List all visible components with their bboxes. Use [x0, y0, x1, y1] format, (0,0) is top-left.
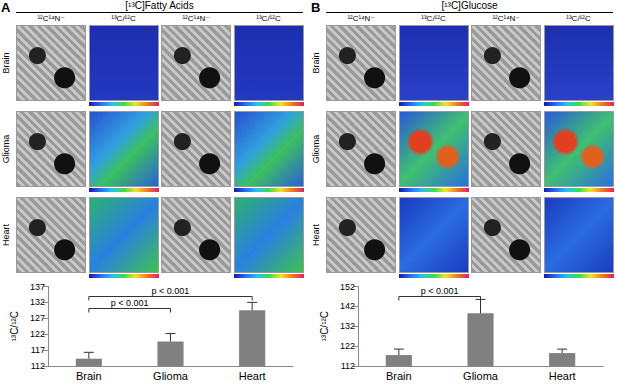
svg-text:117: 117: [31, 345, 45, 355]
html-text:¹²C¹⁴N⁻: ¹²C¹⁴N⁻: [37, 14, 65, 23]
html-text:[¹³C]Fatty Acids: [¹³C]Fatty Acids: [125, 0, 194, 11]
svg-text:112: 112: [341, 361, 355, 371]
svg-text:122: 122: [30, 329, 45, 339]
html-text:¹²C¹⁴N⁻: ¹²C¹⁴N⁻: [492, 14, 520, 23]
svg-text:¹³C/¹²C: ¹³C/¹²C: [319, 311, 330, 342]
svg-text:Glioma: Glioma: [463, 370, 499, 382]
html-text:Brain: Brain: [311, 52, 321, 74]
svg-text:Glioma: Glioma: [153, 370, 189, 382]
svg-text:Heart: Heart: [549, 370, 576, 382]
svg-text:Brain: Brain: [386, 370, 412, 382]
svg-text:127: 127: [30, 313, 45, 323]
html-text:Heart: Heart: [1, 224, 11, 246]
html-text:B: B: [311, 0, 321, 15]
html-text:¹²C¹⁴N⁻: ¹²C¹⁴N⁻: [347, 14, 375, 23]
html-text:¹³C/¹²C: ¹³C/¹²C: [566, 14, 591, 23]
html-text:¹³C/¹²C: ¹³C/¹²C: [421, 14, 446, 23]
svg-text:142: 142: [340, 301, 355, 311]
html-text:¹³C/¹²C: ¹³C/¹²C: [256, 14, 281, 23]
svg-text:Heart: Heart: [239, 370, 266, 382]
html-text:A: A: [1, 0, 11, 15]
svg-text:137: 137: [30, 282, 45, 292]
svg-text:112: 112: [31, 361, 45, 371]
svg-text:132: 132: [340, 321, 355, 331]
html-text:Glioma: Glioma: [311, 134, 321, 164]
html-text:¹²C¹⁴N⁻: ¹²C¹⁴N⁻: [182, 14, 210, 23]
html-text:Brain: Brain: [1, 52, 11, 74]
html-text:¹³C/¹²C: ¹³C/¹²C: [111, 14, 136, 23]
svg-text:152: 152: [340, 282, 355, 292]
svg-text:p < 0.001: p < 0.001: [111, 298, 149, 308]
html-text:Heart: Heart: [311, 224, 321, 246]
svg-text:Brain: Brain: [76, 370, 102, 382]
html-text:Glioma: Glioma: [1, 134, 11, 164]
svg-text:¹³C/¹²C: ¹³C/¹²C: [9, 311, 20, 342]
svg-text:p < 0.001: p < 0.001: [152, 286, 190, 296]
html-text:[¹³C]Glucose: [¹³C]Glucose: [441, 0, 498, 11]
svg-text:p < 0.001: p < 0.001: [421, 286, 459, 296]
svg-text:122: 122: [340, 341, 355, 351]
svg-text:132: 132: [30, 297, 45, 307]
